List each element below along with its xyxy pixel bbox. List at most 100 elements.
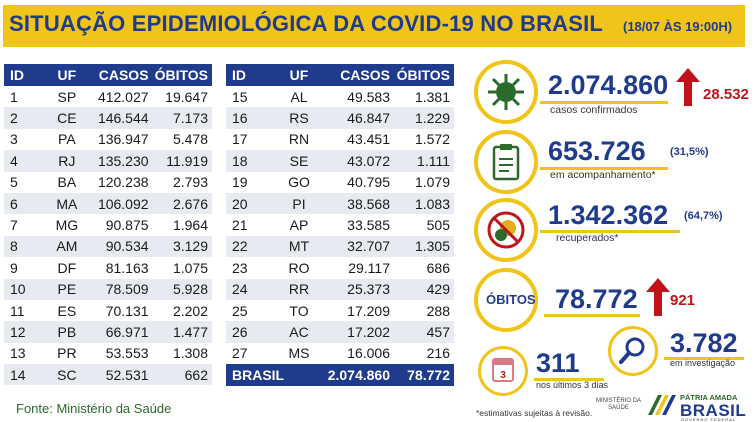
cell-obitos: 1.477	[152, 321, 212, 343]
gov-text: GOVERNO FEDERAL	[681, 417, 737, 422]
cell-id: 22	[226, 235, 274, 258]
cell-casos: 146.544	[90, 107, 153, 129]
cell-uf: MS	[288, 345, 310, 362]
cell-obitos: 2.676	[152, 192, 212, 215]
cell-id: 24	[226, 278, 274, 300]
cell-id: 20	[226, 192, 274, 215]
cell-obitos: 5.928	[152, 278, 212, 300]
deaths-delta: 921	[670, 292, 696, 309]
cell-uf: PI	[274, 192, 324, 215]
confirmed-delta: 28.532	[703, 86, 749, 103]
ministry-logo: MINISTÉRIO DA SAÚDE	[596, 398, 641, 412]
last-days-label: nos últimos 3 dias	[536, 380, 609, 390]
cell-casos: 53.553	[105, 345, 149, 362]
cell-obitos: 1.381	[414, 88, 450, 105]
cell-uf: TO	[289, 302, 309, 319]
cell-id: 4	[4, 150, 43, 172]
cell-casos: 90.534	[90, 235, 153, 258]
cell-id: 6	[4, 192, 43, 215]
cell-casos: 49.583	[347, 88, 390, 105]
cell-uf: PE	[42, 278, 91, 300]
investigation-value: 3.782	[670, 328, 738, 358]
cell-obitos: 457	[394, 321, 454, 343]
total-casos: 2.074.860	[324, 364, 394, 387]
divider	[534, 378, 604, 381]
col-casos-header: CASOS	[324, 64, 394, 86]
table-row: 9 DF 81.163 1.075	[4, 257, 212, 278]
cell-id: 23	[232, 259, 248, 276]
confirmed-label: casos confirmados	[550, 104, 638, 116]
cell-casos: 412.027	[97, 88, 149, 105]
confirmed-value: 2.074.860	[548, 70, 669, 100]
cell-casos: 106.092	[90, 192, 153, 215]
table-row: 12 PB 66.971 1.477	[4, 321, 212, 343]
cell-uf: DF	[57, 259, 77, 276]
cell-id: 18	[226, 150, 274, 172]
deaths-badge: ÓBITOS	[474, 268, 538, 332]
cell-casos: 43.072	[324, 150, 394, 172]
cell-uf: ES	[57, 302, 77, 319]
cell-casos: 46.847	[324, 107, 394, 129]
cell-casos: 120.238	[97, 174, 149, 191]
cell-casos: 136.947	[97, 131, 149, 148]
monitoring-pct: (31,5%)	[670, 146, 709, 158]
divider	[540, 167, 668, 170]
col-obitos-header: ÓBITOS	[152, 64, 212, 86]
table-row: 2 CE 146.544 7.173	[4, 107, 212, 129]
recovered-value: 1.342.362	[548, 200, 669, 230]
table-row: 20 PI 38.568 1.083	[226, 192, 454, 215]
cell-obitos: 288	[426, 302, 450, 319]
cell-id: 1	[10, 88, 18, 105]
cell-uf: AM	[42, 235, 91, 258]
cell-id: 5	[10, 174, 18, 191]
table-row: 8 AM 90.534 3.129	[4, 235, 212, 258]
cell-obitos: 1.964	[172, 217, 208, 234]
cell-obitos: 3.129	[152, 235, 212, 258]
patria-text: PÁTRIA AMADA	[680, 393, 738, 402]
table-row: 1 SP 412.027 19.647	[4, 86, 212, 107]
table-row: 6 MA 106.092 2.676	[4, 192, 212, 215]
cell-obitos: 1.083	[394, 192, 454, 215]
cell-obitos: 1.229	[394, 107, 454, 129]
cell-id: 3	[10, 131, 18, 148]
arrow-up-icon	[676, 68, 700, 106]
table-row: 22 MT 32.707 1.305	[226, 235, 454, 258]
cell-id: 25	[232, 302, 248, 319]
cell-casos: 135.230	[90, 150, 153, 172]
table-row: 10 PE 78.509 5.928	[4, 278, 212, 300]
ministry-line1: MINISTÉRIO DA	[596, 398, 642, 404]
investigation-label: em investigação	[670, 358, 736, 368]
table-header-row: ID UF CASOS ÓBITOS	[4, 64, 212, 86]
cell-casos: 43.451	[347, 131, 390, 148]
states-table-left: ID UF CASOS ÓBITOS 1 SP 412.027 19.647 2 CE 14…	[4, 64, 212, 386]
col-obitos-header: ÓBITOS	[394, 64, 454, 86]
cell-obitos: 216	[426, 345, 450, 362]
cell-id: 19	[232, 174, 248, 191]
monitoring-label: em acompanhamento*	[550, 169, 656, 181]
cell-uf: MA	[42, 192, 91, 215]
total-label: BRASIL	[226, 364, 324, 387]
clipboard-icon	[474, 130, 538, 194]
cell-casos: 78.509	[90, 278, 153, 300]
divider	[540, 101, 668, 104]
cell-uf: MG	[55, 217, 79, 234]
table-row: 18 SE 43.072 1.111	[226, 150, 454, 172]
cell-casos: 66.971	[90, 321, 153, 343]
recovered-pct: (64,7%)	[684, 210, 723, 222]
cell-uf: AC	[274, 321, 324, 343]
cell-obitos: 1.111	[394, 150, 454, 172]
table-row: 25 TO 17.209 288	[226, 300, 454, 321]
recovered-label: recuperados*	[556, 232, 619, 244]
table-row: 3 PA 136.947 5.478	[4, 129, 212, 150]
col-casos-header: CASOS	[90, 64, 153, 86]
cell-id: 27	[232, 345, 248, 362]
col-uf-header: UF	[42, 64, 91, 86]
cell-casos: 17.209	[347, 302, 390, 319]
cell-id: 26	[226, 321, 274, 343]
cell-casos: 40.795	[347, 174, 390, 191]
cell-obitos: 5.478	[172, 131, 208, 148]
cell-casos: 17.202	[324, 321, 394, 343]
cell-obitos: 1.308	[172, 345, 208, 362]
cell-casos: 16.006	[347, 345, 390, 362]
cell-casos: 32.707	[324, 235, 394, 258]
